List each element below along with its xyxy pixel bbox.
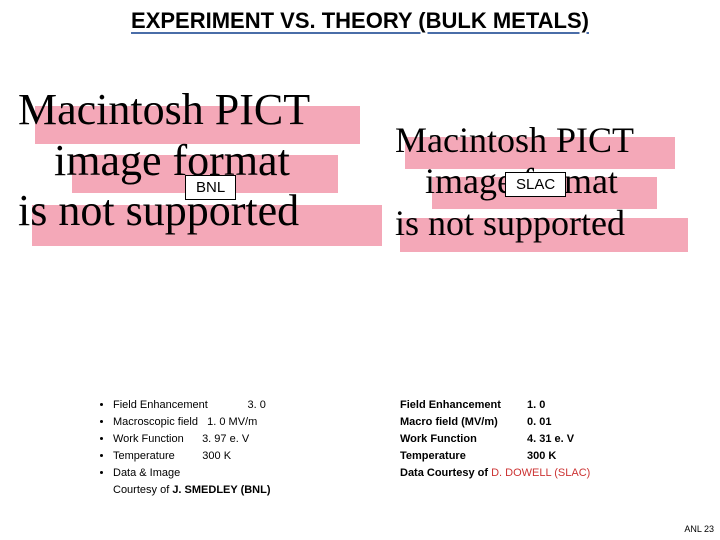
data-left-list: Field Enhancement 3. 0 Macroscopic field…: [95, 397, 355, 499]
data-val: 300 K: [527, 448, 556, 465]
data-row: Work Function4. 31 e. V: [400, 431, 710, 448]
data-key: Macroscopic field: [113, 416, 198, 428]
courtesy-pre: Data & Image: [113, 467, 180, 479]
courtesy-line: Data Courtesy of: [400, 467, 491, 479]
data-val: 3. 0: [248, 399, 266, 411]
list-item: Temperature 300 K: [113, 448, 355, 465]
data-val: 1. 0: [527, 397, 545, 414]
label-slac: SLAC: [505, 172, 566, 197]
data-val: 3. 97 e. V: [202, 433, 249, 445]
data-key: Field Enhancement: [113, 399, 208, 411]
data-val: 0. 01: [527, 414, 551, 431]
data-left: Field Enhancement 3. 0 Macroscopic field…: [95, 397, 355, 499]
courtesy-row: Data Courtesy of D. DOWELL (SLAC): [400, 465, 710, 482]
data-val: 1. 0 MV/m: [207, 416, 257, 428]
data-val: 4. 31 e. V: [527, 431, 574, 448]
list-item: Field Enhancement 3. 0: [113, 397, 355, 414]
footer-note: ANL 23: [684, 524, 714, 534]
data-val: 300 K: [202, 450, 231, 462]
data-key: Work Function: [400, 431, 527, 448]
list-item: Work Function 3. 97 e. V: [113, 431, 355, 448]
data-row: Macro field (MV/m)0. 01: [400, 414, 710, 431]
label-bnl: BNL: [185, 175, 236, 200]
data-key: Work Function: [113, 433, 184, 445]
courtesy-name: D. DOWELL (SLAC): [491, 467, 590, 479]
data-row: Temperature300 K: [400, 448, 710, 465]
list-item: Macroscopic field 1. 0 MV/m: [113, 414, 355, 431]
courtesy-line: Courtesy of: [113, 484, 172, 496]
data-key: Field Enhancement: [400, 397, 527, 414]
data-row: Field Enhancement1. 0: [400, 397, 710, 414]
pict-left-line1: Macintosh PICT: [18, 85, 418, 136]
courtesy-name: J. SMEDLEY (BNL): [172, 484, 270, 496]
data-key: Temperature: [113, 450, 175, 462]
list-item: Data & Image Courtesy of J. SMEDLEY (BNL): [113, 465, 355, 499]
pict-placeholder-left: Macintosh PICT image format is not suppo…: [18, 85, 418, 237]
data-key: Macro field (MV/m): [400, 414, 527, 431]
pict-right-line1: Macintosh PICT: [395, 120, 715, 161]
data-key: Temperature: [400, 448, 527, 465]
data-right: Field Enhancement1. 0 Macro field (MV/m)…: [400, 397, 710, 482]
pict-right-line3: is not supported: [395, 203, 715, 244]
page-title: EXPERIMENT VS. THEORY (BULK METALS): [0, 0, 720, 38]
